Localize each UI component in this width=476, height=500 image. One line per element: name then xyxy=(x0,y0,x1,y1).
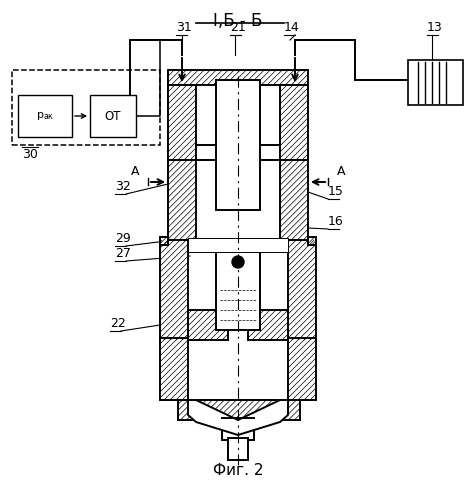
Text: 15: 15 xyxy=(327,185,343,198)
Text: 27: 27 xyxy=(115,247,130,260)
Bar xyxy=(196,160,279,240)
Text: 32: 32 xyxy=(115,180,130,193)
Text: 30: 30 xyxy=(22,148,38,161)
Bar xyxy=(279,160,307,240)
Bar xyxy=(216,80,259,210)
Bar xyxy=(90,95,136,137)
Bar xyxy=(178,400,299,420)
Text: ОТ: ОТ xyxy=(105,110,121,122)
Bar xyxy=(18,95,72,137)
Bar xyxy=(248,310,288,340)
Bar xyxy=(407,60,462,105)
Bar xyxy=(188,238,288,252)
Bar xyxy=(221,418,253,440)
Bar xyxy=(307,237,315,245)
Text: 14: 14 xyxy=(283,21,299,34)
Bar xyxy=(196,85,279,145)
Text: 13: 13 xyxy=(426,21,442,34)
Text: А: А xyxy=(336,165,345,178)
Bar xyxy=(159,237,168,245)
Bar xyxy=(216,240,259,330)
Bar xyxy=(279,85,307,160)
Text: 29: 29 xyxy=(115,232,130,245)
Circle shape xyxy=(231,256,244,268)
Bar xyxy=(168,85,196,160)
Bar xyxy=(214,85,261,100)
Text: 21: 21 xyxy=(229,21,245,34)
Text: 16: 16 xyxy=(327,215,343,228)
Polygon shape xyxy=(188,400,288,435)
Text: А: А xyxy=(130,165,139,178)
Bar xyxy=(12,70,159,145)
Text: p$_{\rm ак}$: p$_{\rm ак}$ xyxy=(36,110,54,122)
Bar xyxy=(159,338,188,400)
Text: 31: 31 xyxy=(176,21,191,34)
Text: 22: 22 xyxy=(110,317,126,330)
Bar xyxy=(188,310,228,340)
Bar xyxy=(159,240,188,340)
Bar xyxy=(228,438,248,460)
Bar xyxy=(288,240,315,340)
Bar xyxy=(168,160,196,240)
Bar xyxy=(168,70,307,85)
Text: Фиг. 2: Фиг. 2 xyxy=(212,463,263,478)
Text: I,Б - Б: I,Б - Б xyxy=(213,12,262,30)
Bar xyxy=(288,338,315,400)
